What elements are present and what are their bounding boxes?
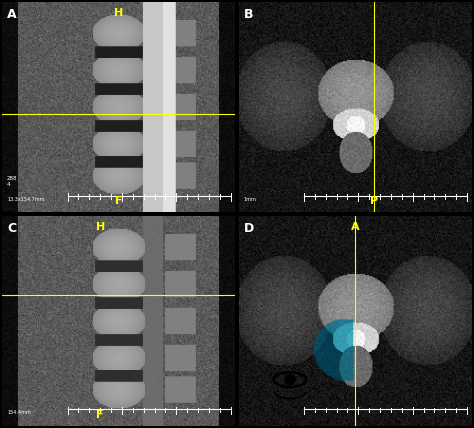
Text: C: C <box>7 222 16 235</box>
Text: F: F <box>115 196 123 206</box>
Text: A: A <box>351 222 359 232</box>
Text: F: F <box>96 410 104 419</box>
Text: D: D <box>244 222 254 235</box>
Text: B: B <box>244 9 253 21</box>
Text: A: A <box>7 9 17 21</box>
Text: H: H <box>114 9 123 18</box>
Text: 288
4: 288 4 <box>7 176 18 187</box>
Text: 154.4mm: 154.4mm <box>7 410 31 415</box>
Text: 13.3x154.7mm: 13.3x154.7mm <box>7 197 45 202</box>
Circle shape <box>285 375 295 384</box>
Text: P: P <box>370 196 378 206</box>
Text: 1mm: 1mm <box>244 197 256 202</box>
Text: H: H <box>96 222 105 232</box>
